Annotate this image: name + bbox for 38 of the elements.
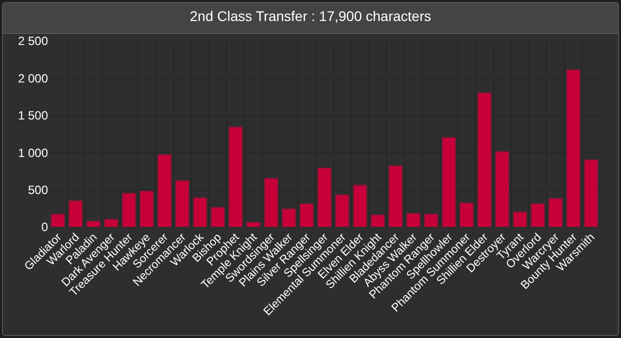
bar	[122, 193, 136, 227]
bar	[566, 70, 580, 227]
bar	[495, 151, 510, 227]
bar	[193, 197, 207, 227]
bar	[50, 214, 65, 227]
bar	[175, 180, 190, 227]
bar	[300, 203, 314, 227]
chart-title: 2nd Class Transfer : 17,900 characters	[190, 8, 432, 24]
bar	[548, 198, 562, 227]
bar	[140, 190, 154, 227]
bar	[104, 219, 118, 227]
bar	[370, 214, 385, 227]
bar	[513, 212, 527, 227]
bar	[584, 160, 598, 227]
y-tick-label: 2 000	[18, 71, 48, 86]
y-tick-label: 500	[28, 183, 48, 197]
bar	[68, 200, 83, 227]
bar	[158, 154, 172, 227]
y-tick-label: 2 500	[18, 34, 48, 48]
y-tick-label: 1 000	[18, 146, 48, 160]
bar	[478, 92, 492, 227]
bar	[460, 202, 474, 227]
y-tick-label: 0	[41, 220, 48, 234]
bar	[530, 203, 545, 227]
bar	[210, 207, 225, 227]
bar	[246, 222, 260, 227]
bar	[406, 213, 420, 227]
bar	[264, 178, 278, 227]
bar	[442, 137, 456, 227]
bar	[388, 165, 402, 227]
bar	[335, 194, 350, 227]
bar	[318, 168, 332, 227]
bar	[228, 126, 243, 227]
y-tick-label: 1 500	[18, 108, 48, 123]
bar	[424, 214, 438, 227]
bar	[282, 208, 296, 227]
bar	[353, 184, 367, 227]
bar	[86, 220, 100, 227]
